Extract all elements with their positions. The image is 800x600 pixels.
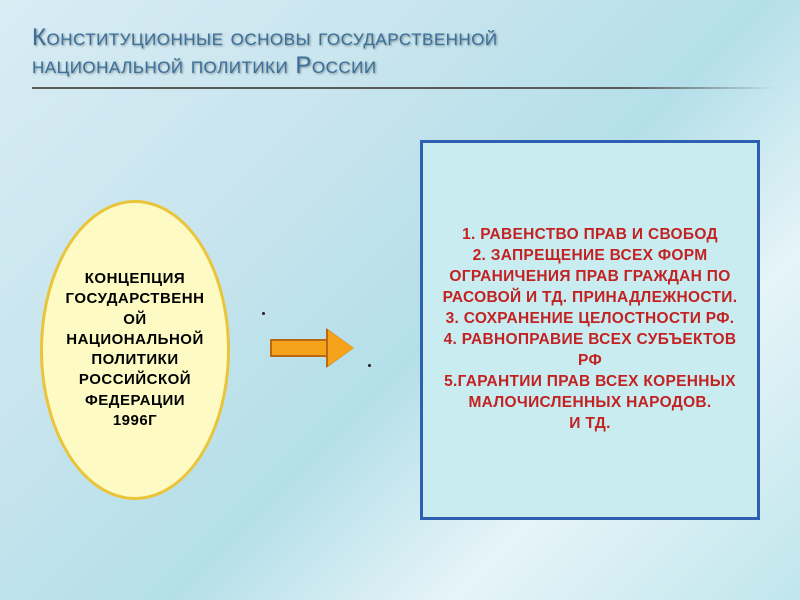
dot-icon (262, 312, 265, 315)
dot-icon (368, 364, 371, 367)
principles-box: 1. РАВЕНСТВО ПРАВ И СВОБОД2. ЗАПРЕЩЕНИЕ … (420, 140, 760, 520)
arrow-right (270, 330, 360, 366)
title-line-2: национальной политики России (32, 52, 776, 80)
ellipse-text: КОНЦЕПЦИЯ ГОСУДАРСТВЕННОЙ НАЦИОНАЛЬНОЙ П… (65, 269, 205, 431)
arrow-shaft (270, 339, 328, 357)
concept-ellipse: КОНЦЕПЦИЯ ГОСУДАРСТВЕННОЙ НАЦИОНАЛЬНОЙ П… (40, 200, 230, 500)
slide-title: Конституционные основы государственной н… (32, 24, 776, 89)
principles-text: 1. РАВЕНСТВО ПРАВ И СВОБОД2. ЗАПРЕЩЕНИЕ … (431, 225, 749, 434)
arrow-head (328, 330, 354, 366)
title-underline (32, 87, 776, 89)
title-line-1: Конституционные основы государственной (32, 24, 776, 52)
